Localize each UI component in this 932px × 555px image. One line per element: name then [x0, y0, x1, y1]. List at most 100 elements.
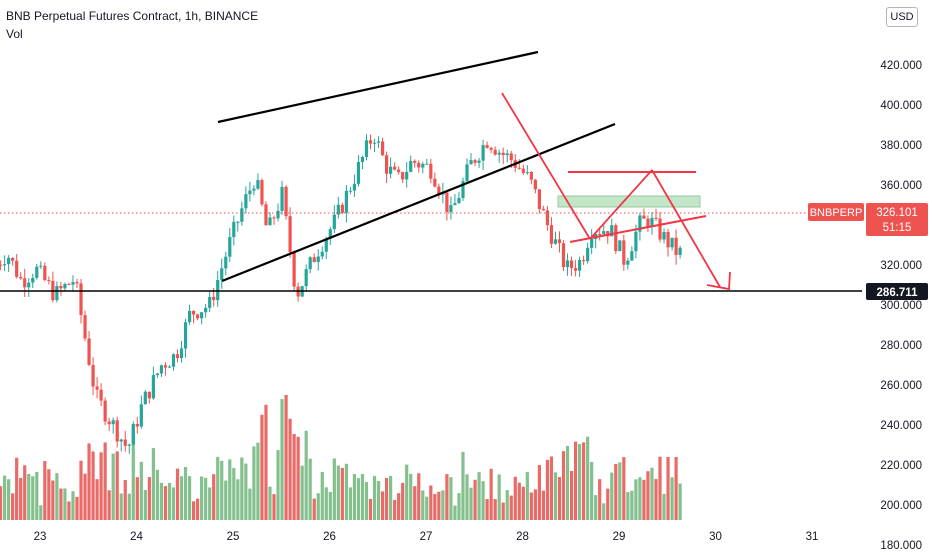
price-tick-label: 240.000 — [880, 420, 922, 432]
candle-body — [352, 183, 357, 191]
candle-body — [489, 147, 493, 150]
candle-body — [541, 208, 546, 211]
candle-body — [147, 391, 151, 399]
volume-bar — [549, 456, 554, 520]
candle-body — [553, 239, 558, 244]
candle-body — [248, 190, 252, 195]
candle-body — [336, 204, 340, 215]
price-axis-panel — [862, 0, 932, 550]
volume-bar — [107, 490, 111, 520]
candle-body — [401, 172, 405, 180]
volume-bar — [340, 467, 344, 520]
volume-bar — [127, 493, 131, 520]
candle-body — [264, 204, 268, 226]
candle-body — [288, 216, 292, 253]
candle-body — [372, 142, 377, 144]
volume-bar — [47, 469, 51, 520]
candle-body — [292, 252, 296, 287]
candle-body — [610, 225, 614, 237]
candle-body — [356, 162, 361, 184]
candles-layer — [0, 134, 682, 454]
candle-body — [304, 269, 308, 287]
level-badge-value: 286.711 — [877, 287, 919, 299]
candle-body — [598, 234, 602, 236]
candle-body — [191, 310, 196, 315]
candle-body — [316, 256, 320, 263]
volume-bar — [296, 436, 300, 520]
price-tick-label: 300.000 — [880, 300, 922, 312]
candle-body — [509, 153, 513, 161]
volume-bar — [15, 457, 19, 520]
volume-bar — [372, 475, 377, 520]
volume-bar — [437, 491, 441, 520]
volume-layer — [0, 395, 682, 520]
candle-body — [525, 172, 529, 174]
candle-body — [103, 400, 107, 422]
volume-bar — [191, 501, 196, 520]
candle-body — [678, 247, 682, 255]
candle-body — [561, 243, 566, 268]
candle-body — [344, 190, 348, 213]
volume-bar — [525, 472, 529, 520]
candle-body — [461, 181, 465, 198]
candle-body — [340, 204, 344, 213]
volume-bar — [425, 496, 429, 520]
volume-bar — [348, 487, 353, 520]
price-tick-label: 220.000 — [880, 460, 922, 472]
candle-body — [537, 189, 541, 209]
volume-bar — [389, 475, 393, 520]
volume-bar — [553, 472, 558, 520]
candle-body — [200, 312, 204, 319]
volume-bar — [413, 486, 417, 520]
volume-bar — [429, 485, 433, 520]
time-tick-label: 31 — [806, 531, 819, 543]
candle-body — [376, 141, 381, 143]
candle-body — [236, 221, 240, 223]
candle-body — [228, 237, 232, 257]
candle-body — [252, 188, 256, 191]
current-price-badge — [866, 203, 928, 236]
time-tick-label: 30 — [709, 531, 722, 543]
candle-body — [127, 444, 131, 446]
candle-body — [216, 280, 220, 301]
candle-body — [666, 231, 670, 248]
candle-body — [449, 205, 453, 213]
candle-body — [421, 163, 425, 168]
candle-body — [658, 218, 662, 240]
candle-body — [425, 163, 429, 165]
volume-bar — [465, 474, 469, 520]
volume-bar — [87, 443, 91, 520]
volume-bar — [236, 479, 240, 520]
volume-bar — [384, 477, 389, 520]
volume-bar — [509, 495, 513, 520]
volume-bar — [3, 475, 7, 520]
volume-bar — [380, 491, 385, 520]
volume-bar — [590, 461, 594, 520]
candle-body — [577, 260, 582, 271]
volume-bar — [196, 498, 200, 520]
candle-body — [517, 167, 521, 169]
candle-body — [485, 145, 489, 148]
candle-body — [119, 439, 123, 442]
volume-indicator-label[interactable]: Vol — [6, 27, 23, 41]
candle-body — [529, 172, 533, 180]
volume-bar — [75, 496, 79, 520]
candle-body — [481, 145, 485, 161]
candle-body — [630, 251, 634, 261]
time-tick-label: 28 — [516, 531, 529, 543]
candle-body — [159, 365, 164, 374]
candle-body — [27, 282, 31, 288]
volume-bar — [91, 451, 95, 520]
volume-bar — [360, 474, 365, 520]
candle-body — [457, 197, 461, 204]
volume-bar — [401, 482, 405, 520]
volume-bar — [200, 476, 204, 520]
candle-body — [91, 364, 95, 387]
candle-body — [284, 186, 288, 217]
volume-bar — [577, 444, 582, 520]
candle-body — [107, 421, 111, 425]
currency-button[interactable]: USD — [886, 7, 918, 27]
candle-body — [569, 260, 574, 269]
